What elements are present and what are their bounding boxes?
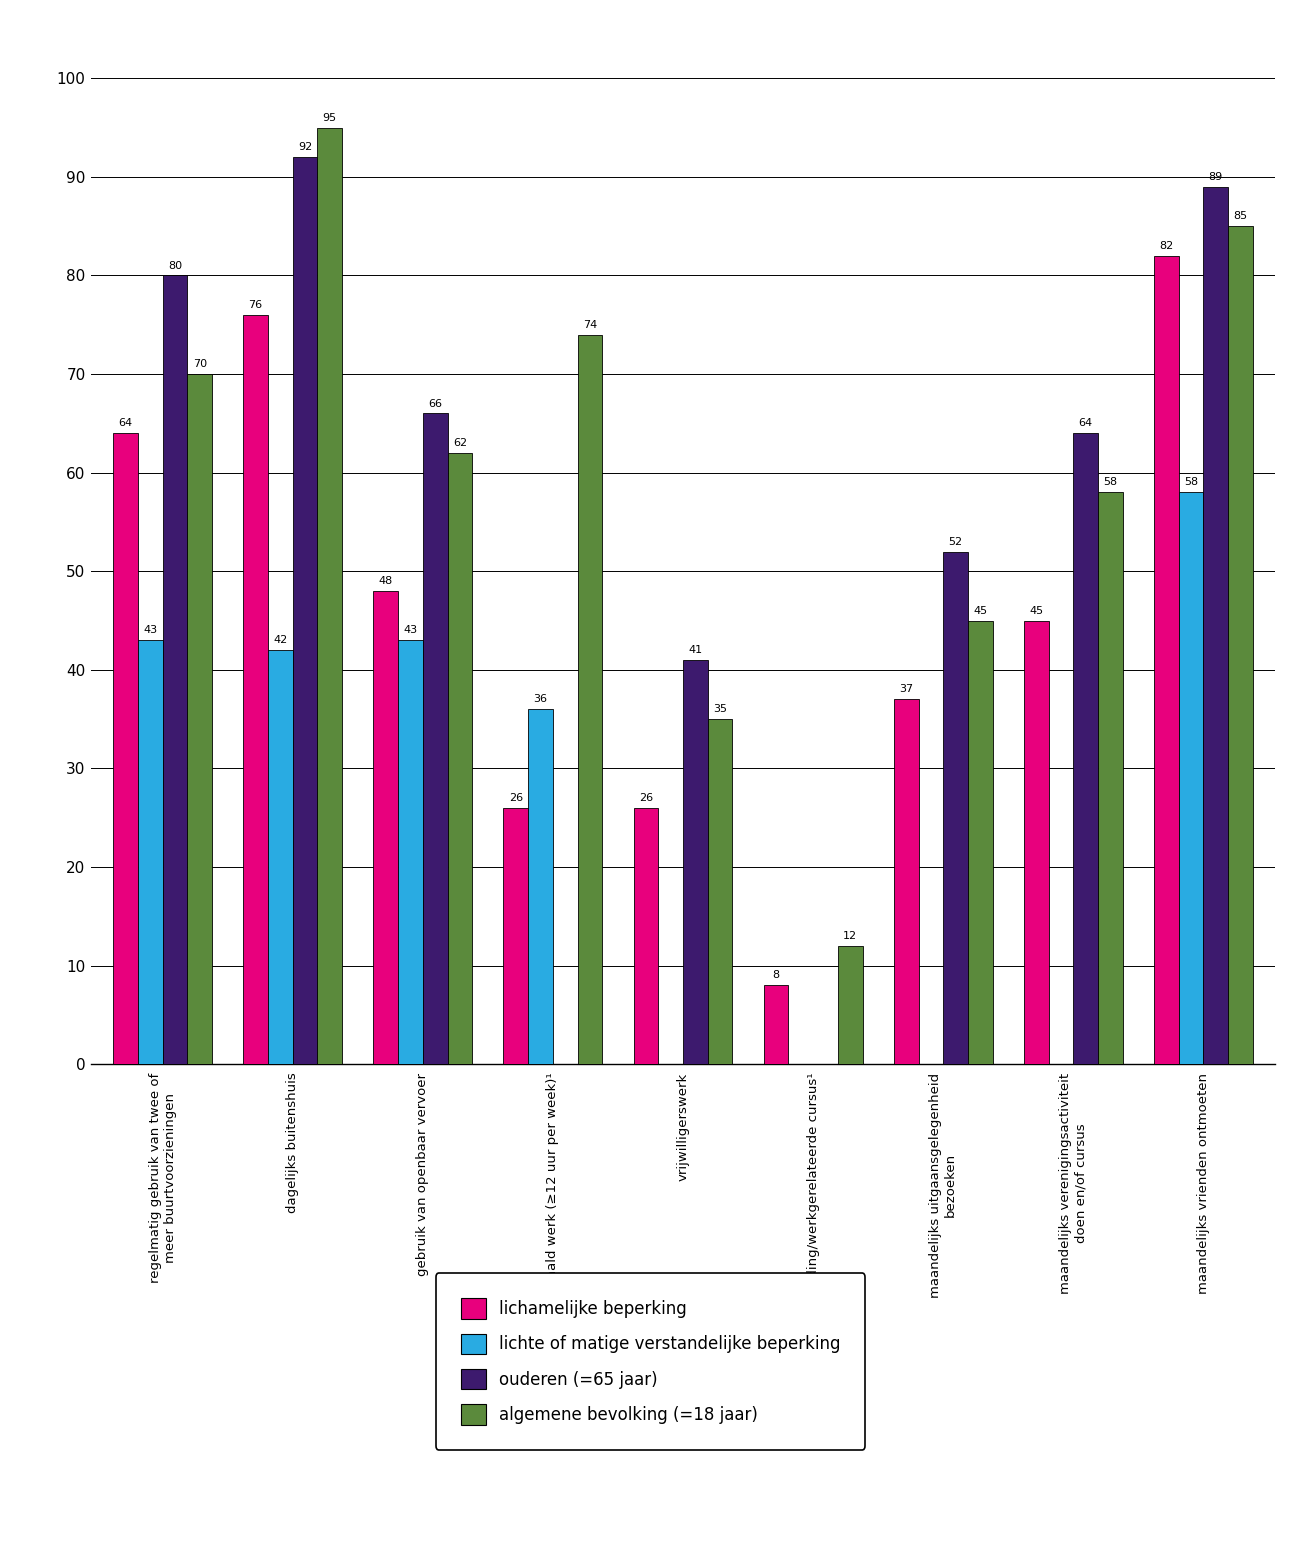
Bar xyxy=(683,660,708,1064)
Text: 12: 12 xyxy=(843,931,857,941)
Text: 8: 8 xyxy=(773,970,779,980)
Text: 35: 35 xyxy=(713,704,727,714)
Text: 26: 26 xyxy=(509,793,523,803)
Text: 80: 80 xyxy=(168,260,182,271)
Bar xyxy=(423,413,448,1064)
Text: 76: 76 xyxy=(248,300,263,310)
Bar xyxy=(1154,255,1179,1064)
Bar xyxy=(943,551,968,1064)
Bar xyxy=(503,808,528,1064)
Text: 89: 89 xyxy=(1209,172,1223,182)
Text: 45: 45 xyxy=(1029,606,1043,615)
Text: 48: 48 xyxy=(379,576,393,585)
Bar xyxy=(1073,434,1098,1064)
Bar xyxy=(113,434,138,1064)
Text: 43: 43 xyxy=(403,626,418,635)
Text: 85: 85 xyxy=(1233,211,1248,221)
Bar xyxy=(894,700,919,1064)
Text: 52: 52 xyxy=(948,537,963,546)
Bar xyxy=(398,640,423,1064)
Bar xyxy=(528,709,553,1064)
Bar xyxy=(448,452,472,1064)
Bar xyxy=(373,592,398,1064)
Bar xyxy=(163,275,187,1064)
Bar xyxy=(578,335,602,1064)
Text: 43: 43 xyxy=(143,626,157,635)
Text: 82: 82 xyxy=(1159,241,1174,250)
Bar xyxy=(764,986,788,1064)
Text: 92: 92 xyxy=(298,142,312,152)
Text: 37: 37 xyxy=(899,684,913,695)
Text: 64: 64 xyxy=(1079,418,1093,429)
Text: 70: 70 xyxy=(193,358,207,369)
Legend: lichamelijke beperking, lichte of matige verstandelijke beperking, ouderen (=65 : lichamelijke beperking, lichte of matige… xyxy=(436,1274,865,1449)
Text: 26: 26 xyxy=(639,793,653,803)
Bar xyxy=(1024,620,1049,1064)
Bar xyxy=(634,808,658,1064)
Bar xyxy=(1098,493,1123,1064)
Bar xyxy=(1203,186,1228,1064)
Text: 62: 62 xyxy=(453,438,467,448)
Text: 95: 95 xyxy=(323,113,337,122)
Text: 64: 64 xyxy=(118,418,133,429)
Text: 42: 42 xyxy=(273,635,288,645)
Text: 74: 74 xyxy=(583,319,597,330)
Text: 66: 66 xyxy=(428,399,442,408)
Bar xyxy=(1228,225,1253,1064)
Bar xyxy=(268,649,293,1064)
Text: 41: 41 xyxy=(688,645,703,656)
Text: 36: 36 xyxy=(533,695,548,704)
Bar xyxy=(968,620,993,1064)
Text: 45: 45 xyxy=(973,606,987,615)
Bar xyxy=(138,640,163,1064)
Bar xyxy=(1179,493,1203,1064)
Bar xyxy=(708,718,732,1064)
Bar xyxy=(187,374,212,1064)
Bar xyxy=(243,315,268,1064)
Bar xyxy=(317,127,342,1064)
Bar xyxy=(838,945,863,1064)
Text: 58: 58 xyxy=(1184,477,1198,487)
Text: 58: 58 xyxy=(1103,477,1118,487)
Bar xyxy=(293,156,317,1064)
